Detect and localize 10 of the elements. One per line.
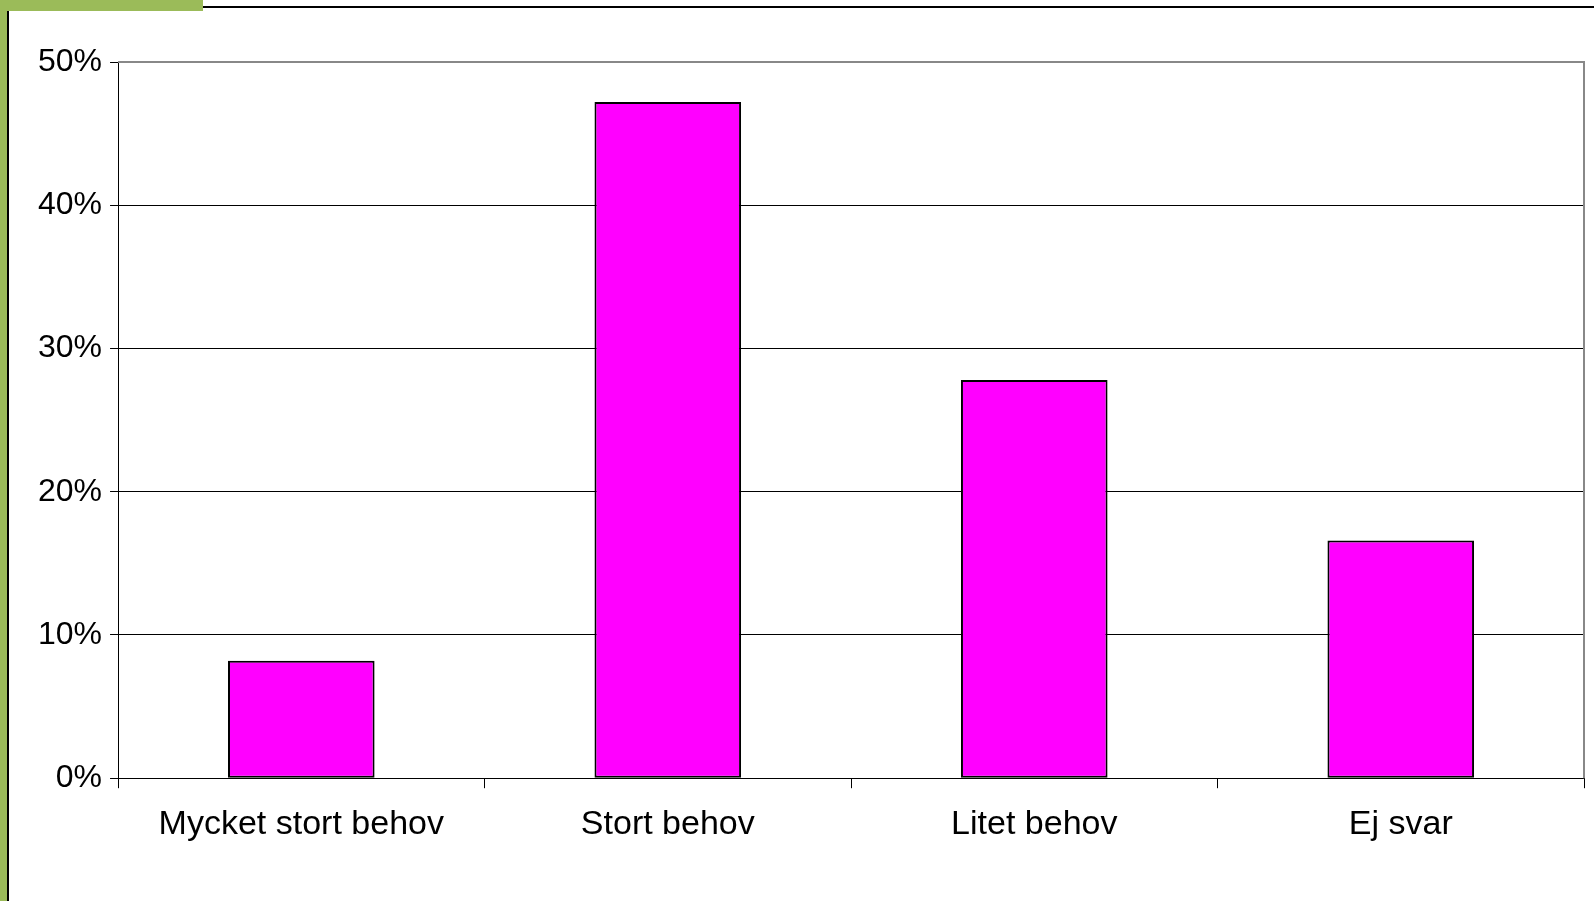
- y-tick-label: 0%: [55, 758, 103, 795]
- y-tick-label: 50%: [38, 41, 103, 78]
- y-tick-label: 40%: [38, 185, 103, 222]
- x-tick-label: Stort behov: [580, 802, 755, 841]
- y-tick-label: 10%: [38, 614, 103, 651]
- x-tick-label: Litet behov: [951, 802, 1118, 841]
- x-tick-label: Mycket stort behov: [158, 802, 444, 841]
- x-tick-label: Ej svar: [1348, 802, 1453, 841]
- y-tick-label: 20%: [38, 471, 103, 508]
- y-tick-label: 30%: [38, 328, 103, 365]
